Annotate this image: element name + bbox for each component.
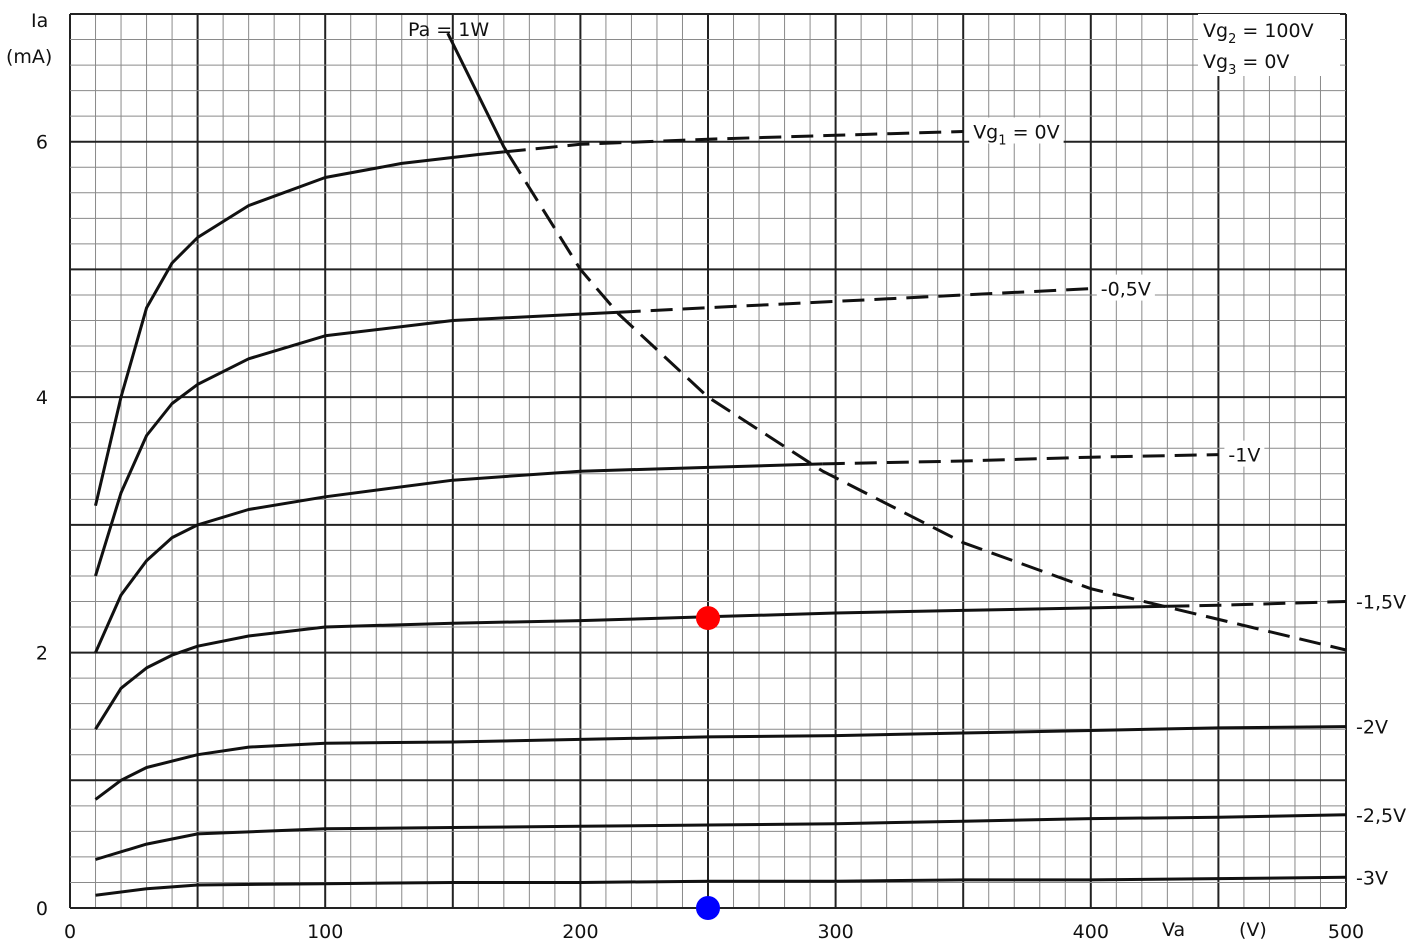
series-line-2-solid [94, 462, 823, 654]
markers [696, 606, 720, 920]
series-line-4 [94, 725, 1347, 801]
series-label-5: -2,5V [1356, 805, 1406, 827]
power-curve-solid [446, 32, 511, 156]
series-line-3-dashed [1167, 600, 1347, 608]
grid [69, 13, 1347, 909]
x-axis-unit: (V) [1239, 919, 1267, 941]
series-line-5 [95, 813, 1347, 861]
conditions-box [1198, 14, 1340, 76]
condition-vg3: Vg3 = 0V [1203, 51, 1289, 78]
series-line-1-solid [94, 310, 619, 577]
blue-marker [696, 896, 720, 920]
ticks: 0 100 200 300 400 500 0 2 4 6 [36, 132, 1364, 943]
series-labels: Vg1 = 0V -0,5V -1V -1,5V -2V -2,5V -3V [969, 117, 1411, 890]
series-line-3-solid [94, 604, 1168, 730]
series-label-3: -1,5V [1356, 591, 1406, 613]
power-curve-label: Pa = 1W [408, 19, 489, 41]
condition-vg2: Vg2 = 100V [1203, 20, 1314, 47]
x-axis-label: Va [1162, 919, 1185, 941]
series-label-background [1096, 274, 1155, 301]
series-label-background [1352, 712, 1392, 739]
y-tick-label: 0 [36, 898, 48, 920]
red-marker [696, 606, 720, 631]
x-tick-label: 200 [562, 921, 598, 943]
x-tick-label: 0 [64, 921, 76, 943]
y-axis-label: Ia [31, 10, 48, 32]
y-tick-label: 6 [36, 132, 48, 154]
y-axis-unit: (mA) [6, 46, 52, 68]
series-label-background [1224, 440, 1265, 467]
power-curve-dashed [507, 154, 1347, 652]
x-tick-label: 100 [307, 921, 343, 943]
series-line-6 [95, 875, 1347, 897]
series-label-background [1352, 863, 1392, 890]
series-line-0-dashed [503, 130, 964, 154]
series-label-background [1352, 587, 1411, 614]
series-label-2: -1V [1228, 445, 1260, 467]
series-line-0-solid [94, 150, 504, 507]
curves [94, 32, 1347, 897]
y-tick-label: 4 [36, 387, 48, 409]
series-line-2-dashed [822, 453, 1219, 466]
x-tick-label: 500 [1328, 921, 1364, 943]
y-tick-label: 2 [36, 643, 48, 665]
series-label-6: -3V [1356, 867, 1388, 889]
x-tick-label: 300 [817, 921, 853, 943]
labels: Ia (mA) Va (V) Pa = 1W Vg2 = 100V Vg3 = … [6, 10, 1340, 941]
series-line-1-dashed [618, 287, 1091, 314]
series-label-1: -0,5V [1101, 279, 1151, 301]
series-label-background [969, 117, 1064, 144]
series-label-background [1352, 800, 1411, 827]
series-label-0: Vg1 = 0V [973, 121, 1059, 148]
series-label-4: -2V [1356, 717, 1388, 739]
x-tick-label: 400 [1073, 921, 1109, 943]
